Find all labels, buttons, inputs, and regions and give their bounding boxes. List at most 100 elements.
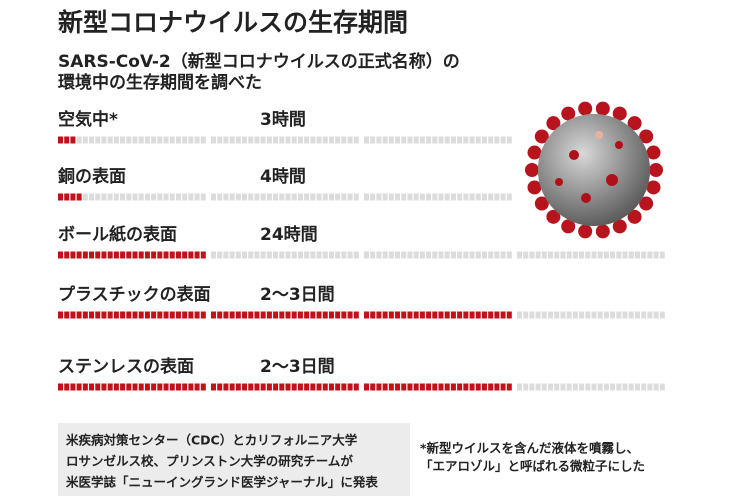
track-cell [541, 383, 547, 391]
track-cell [407, 136, 413, 144]
track-cell [395, 193, 401, 201]
track-cell [254, 251, 260, 259]
track-cell [310, 136, 316, 144]
track-cell [382, 251, 388, 259]
track-cell [475, 136, 481, 144]
bar-cell [500, 383, 506, 391]
track-cell [407, 251, 413, 259]
bar-cell [175, 251, 181, 259]
track-cell [560, 383, 566, 391]
bar-cell [101, 383, 107, 391]
track-cell [481, 251, 487, 259]
track-cell [517, 383, 523, 391]
bar-cell [163, 383, 169, 391]
track-cell [273, 136, 279, 144]
bar-cell [376, 311, 382, 319]
bar-cell [469, 383, 475, 391]
track-cell [560, 251, 566, 259]
track-cell [426, 193, 432, 201]
bar-cell [223, 311, 229, 319]
track-cell [610, 311, 616, 319]
bar-cell [341, 311, 347, 319]
bar-cell [217, 311, 223, 319]
track-cell [523, 383, 529, 391]
track-cell [407, 193, 413, 201]
track-cell [95, 193, 101, 201]
bar-cell [382, 311, 388, 319]
track-cell [364, 251, 370, 259]
track-cell [523, 251, 529, 259]
bar-cell [58, 251, 64, 259]
bar-cell [107, 251, 113, 259]
track-cell [376, 251, 382, 259]
track-cell [382, 136, 388, 144]
track-cell [488, 136, 494, 144]
track-cell [641, 311, 647, 319]
track-cell [223, 193, 229, 201]
track-cell [89, 136, 95, 144]
track-cell [335, 251, 341, 259]
source-box [58, 423, 410, 496]
bar-cell [182, 383, 188, 391]
track-cell [603, 383, 609, 391]
category-label: ステンレスの表面 [58, 356, 194, 377]
track-cell [610, 251, 616, 259]
track-cell [475, 251, 481, 259]
bar-cell [138, 383, 144, 391]
bar-cell [413, 383, 419, 391]
bar-cell [113, 311, 119, 319]
track-cell [126, 193, 132, 201]
bar-cell [95, 251, 101, 259]
bar-cell [163, 251, 169, 259]
bar-cell [316, 311, 322, 319]
bar-cell [279, 383, 285, 391]
track-cell [597, 311, 603, 319]
bar-cell [260, 383, 266, 391]
track-cell [328, 193, 334, 201]
bar-cell [76, 311, 82, 319]
bar-cell [316, 383, 322, 391]
track-cell [395, 251, 401, 259]
bar-cell [113, 251, 119, 259]
track-cell [388, 136, 394, 144]
bar-cell [151, 383, 157, 391]
track-cell [188, 193, 194, 201]
track-cell [603, 311, 609, 319]
track-cell [517, 311, 523, 319]
bar-cell [58, 136, 64, 144]
bar-cell [242, 383, 248, 391]
bar-cell [132, 311, 138, 319]
bar-cell [144, 311, 150, 319]
track-cell [494, 193, 500, 201]
track-cell [419, 251, 425, 259]
bar-cell [322, 383, 328, 391]
track-cell [426, 136, 432, 144]
track-cell [132, 136, 138, 144]
track-cell [628, 383, 634, 391]
source: ロサンゼルス校、プリンストン大学の研究チームが [66, 454, 353, 469]
track-cell [291, 251, 297, 259]
bar-cell [175, 311, 181, 319]
track-cell [401, 136, 407, 144]
track-cell [304, 251, 310, 259]
bar-cell [401, 311, 407, 319]
track-cell [548, 383, 554, 391]
track-cell [548, 251, 554, 259]
track-cell [260, 193, 266, 201]
bar-cell [64, 311, 70, 319]
track-cell [469, 193, 475, 201]
track-cell [463, 193, 469, 201]
bar-cell [188, 251, 194, 259]
bar-cell [89, 383, 95, 391]
track-cell [254, 193, 260, 201]
bar-cell [481, 311, 487, 319]
bar-cell [163, 311, 169, 319]
note: *新型ウイルスを含んだ液体を噴霧し、 [420, 441, 639, 456]
track-cell [634, 311, 640, 319]
track-cell [229, 251, 235, 259]
bar-cell [144, 383, 150, 391]
bar-cell [235, 383, 241, 391]
track-cell [304, 136, 310, 144]
track-cell [113, 136, 119, 144]
bar-cell [488, 311, 494, 319]
